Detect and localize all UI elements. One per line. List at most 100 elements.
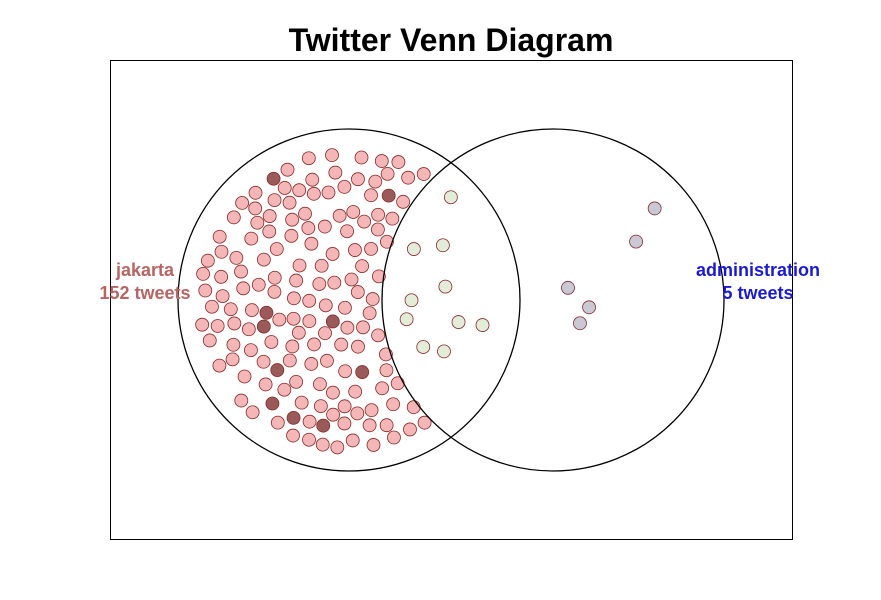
tweet-dot-jakarta xyxy=(371,328,386,343)
tweet-dot-jakarta xyxy=(304,236,319,251)
tweet-dot-jakarta xyxy=(244,343,258,358)
tweet-dot-jakarta xyxy=(248,201,263,216)
set-label-administration-name: administration xyxy=(696,260,820,280)
tweet-dot-jakarta xyxy=(354,150,369,165)
tweet-dot-jakarta xyxy=(226,337,241,352)
tweet-dot-jakarta xyxy=(294,395,309,410)
tweet-dot-jakarta xyxy=(302,432,316,447)
tweet-dot-jakarta xyxy=(362,306,377,321)
tweet-dot-jakarta xyxy=(289,273,304,288)
tweet-dot-jakarta xyxy=(244,303,259,318)
tweet-dot-jakarta xyxy=(269,242,284,256)
tweet-dot-jakarta xyxy=(350,406,365,421)
tweet-dot-administration xyxy=(629,234,643,249)
tweet-dot-jakarta xyxy=(236,281,251,296)
tweet-dot-jakarta xyxy=(306,186,321,201)
tweet-dot-jakarta xyxy=(286,428,300,443)
tweet-dot-jakarta xyxy=(365,292,380,306)
tweet-dot-jakarta xyxy=(366,438,381,452)
tweet-dot-jakarta xyxy=(292,183,307,198)
tweet-dot-overlap xyxy=(399,312,414,327)
tweet-dot-jakarta xyxy=(291,325,306,340)
tweet-dot-jakarta xyxy=(205,299,219,314)
tweet-dot-jakarta xyxy=(200,253,215,268)
tweet-dot-jakarta xyxy=(285,339,300,354)
tweet-dot-jakarta xyxy=(318,326,332,341)
tweet-dot-jakarta xyxy=(214,269,229,284)
tweet-dot-jakarta xyxy=(340,320,355,335)
set-label-jakarta-count: 152 tweets xyxy=(99,283,190,303)
tweet-dot-jakarta xyxy=(318,298,333,313)
tweet-dot-jakarta xyxy=(355,365,370,379)
tweet-dot-jakarta xyxy=(241,322,256,337)
tweet-dot-jakarta xyxy=(380,234,394,249)
tweet-dot-jakarta xyxy=(262,209,277,223)
tweet-dot-jakarta xyxy=(368,174,383,189)
tweet-dot-jakarta xyxy=(262,224,277,239)
tweet-dot-jakarta xyxy=(355,259,370,274)
tweet-dot-jakarta xyxy=(292,258,307,273)
diagram-title: Twitter Venn Diagram xyxy=(288,22,614,58)
tweet-dot-jakarta xyxy=(234,264,248,279)
tweet-dot-jakarta xyxy=(315,437,330,452)
tweet-dot-jakarta xyxy=(223,302,238,317)
tweet-dot-jakarta xyxy=(215,289,230,303)
tweet-dot-jakarta xyxy=(374,154,389,168)
tweet-dot-jakarta xyxy=(351,172,365,187)
tweet-dot-jakarta xyxy=(267,193,282,208)
tweet-dot-jakarta xyxy=(277,382,292,397)
tweet-dot-jakarta xyxy=(380,166,395,181)
tweet-dot-jakarta xyxy=(345,433,360,448)
tweet-dot-jakarta xyxy=(344,272,359,287)
tweet-dot-jakarta xyxy=(259,305,274,320)
tweet-dot-jakarta xyxy=(416,167,431,181)
tweet-dot-jakarta xyxy=(280,162,295,177)
tweet-dot-jakarta xyxy=(212,358,227,373)
tweet-dot-jakarta xyxy=(251,277,266,292)
tweet-dot-jakarta xyxy=(381,188,396,203)
tweet-dot-jakarta xyxy=(250,215,265,230)
tweet-dot-administration xyxy=(582,300,596,315)
tweet-dot-jakarta xyxy=(285,212,300,227)
set-label-jakarta-name: jakarta xyxy=(115,260,175,280)
tweet-dot-jakarta xyxy=(267,284,282,299)
tweet-dot-overlap xyxy=(451,315,466,329)
tweet-dot-jakarta xyxy=(337,179,352,194)
tweet-dot-overlap xyxy=(416,340,431,354)
tweet-dot-jakarta xyxy=(301,151,316,166)
tweet-dot-jakarta xyxy=(350,285,365,299)
tweet-dot-jakarta xyxy=(302,314,317,329)
tweet-dot-jakarta xyxy=(313,399,328,414)
tweet-dot-jakarta xyxy=(256,354,271,369)
tweet-dot-jakarta xyxy=(227,316,242,331)
tweet-dot-overlap xyxy=(435,238,450,253)
tweet-dot-jakarta xyxy=(237,369,252,384)
tweet-dot-jakarta xyxy=(196,267,211,281)
tweet-dot-jakarta xyxy=(348,384,363,399)
tweet-dot-jakarta xyxy=(334,337,349,352)
tweet-dot-jakarta xyxy=(302,293,317,308)
tweet-dot-jakarta xyxy=(244,231,259,246)
tweet-dot-overlap xyxy=(475,318,490,332)
tweet-dot-jakarta xyxy=(386,397,401,412)
tweet-dot-jakarta xyxy=(337,399,352,414)
tweet-dot-jakarta xyxy=(270,363,285,377)
set-circle-administration xyxy=(381,128,725,472)
tweet-dot-jakarta xyxy=(245,405,260,420)
tweet-dot-jakarta xyxy=(327,275,342,290)
tweet-dot-administration xyxy=(647,201,662,216)
tweet-dot-jakarta xyxy=(337,416,352,431)
tweet-dot-jakarta xyxy=(403,422,417,437)
tweet-dot-jakarta xyxy=(265,396,280,411)
tweet-dot-administration xyxy=(573,316,587,331)
tweet-dot-overlap xyxy=(406,242,421,256)
tweet-dot-jakarta xyxy=(198,283,213,298)
tweet-dot-jakarta xyxy=(320,353,334,368)
tweet-dot-jakarta xyxy=(417,415,432,430)
tweet-dot-jakarta xyxy=(266,171,281,186)
tweet-dot-jakarta xyxy=(235,195,250,210)
tweet-dot-jakarta xyxy=(325,148,339,163)
tweet-dot-jakarta xyxy=(379,418,394,433)
tweet-dot-jakarta xyxy=(286,410,301,425)
tweet-dot-jakarta xyxy=(305,172,320,187)
